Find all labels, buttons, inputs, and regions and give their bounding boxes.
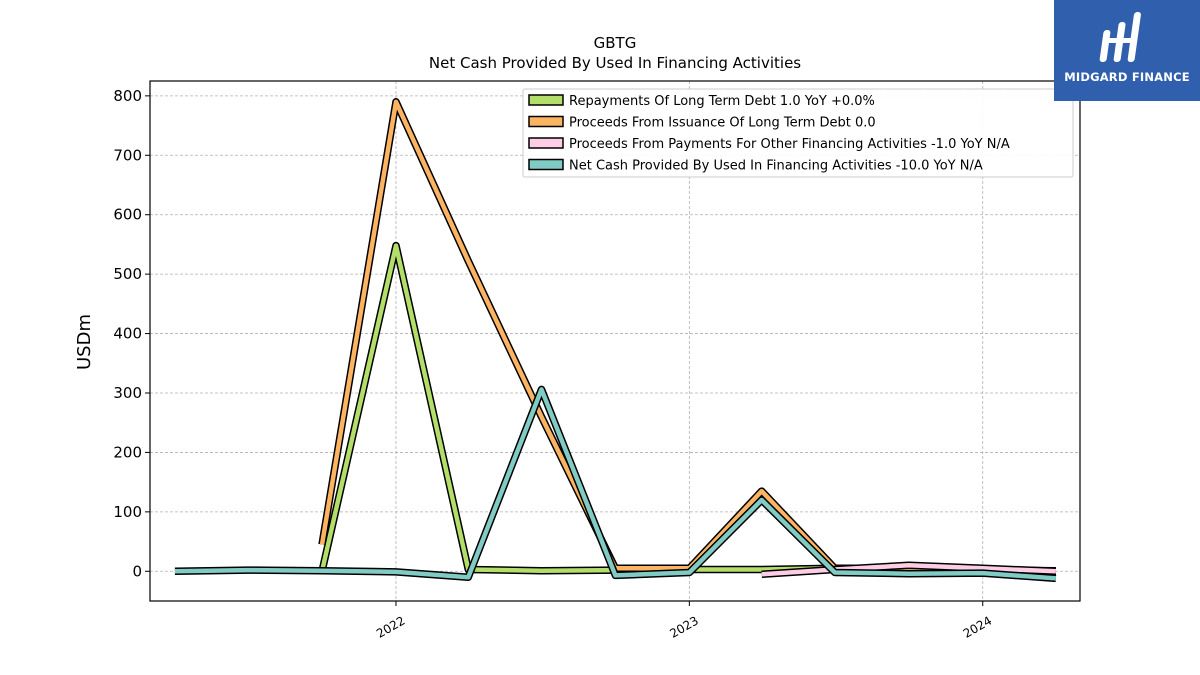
y-tick-label: 700 [113, 146, 142, 164]
chart-subtitle: Net Cash Provided By Used In Financing A… [429, 54, 801, 72]
y-tick-label: 0 [132, 562, 142, 580]
legend-label: Proceeds From Issuance Of Long Term Debt… [569, 116, 876, 131]
legend-label: Repayments Of Long Term Debt 1.0 YoY +0.… [569, 94, 875, 109]
legend-swatch [528, 94, 564, 106]
series-line-outline [174, 385, 1057, 583]
plot-frame [149, 80, 1081, 602]
y-axis: 0 100 200 300 400 500 600 700 800 [113, 87, 150, 580]
legend-swatch [528, 137, 564, 149]
x-axis: 2022 2023 2024 [374, 601, 994, 641]
legend-label: Net Cash Provided By Used In Financing A… [569, 159, 983, 174]
legend-label: Proceeds From Payments For Other Financi… [569, 137, 1010, 152]
brand-mark-icon [1099, 12, 1141, 62]
chart-title: GBTG [594, 34, 637, 52]
legend-swatch [528, 115, 564, 128]
y-tick-label: 500 [113, 265, 142, 283]
y-tick-label: 100 [113, 503, 142, 521]
series-layer [174, 98, 1057, 583]
series-line [319, 243, 1056, 573]
y-tick-label: 200 [113, 443, 142, 461]
series-1 [318, 241, 1056, 575]
legend: Repayments Of Long Term Debt 1.0 YoY +0.… [522, 88, 1074, 178]
y-tick-label: 600 [113, 206, 142, 224]
legend-box [522, 88, 1074, 178]
y-axis-label: USDm [74, 314, 95, 370]
series-3 [761, 561, 1057, 579]
legend-swatch [528, 158, 564, 171]
y-tick-label: 400 [113, 325, 142, 343]
y-tick-label: 300 [113, 384, 142, 402]
x-tick-label: 2022 [374, 613, 407, 640]
brand-logo: MIDGARD FINANCE [1054, 0, 1200, 101]
y-tick-label: 800 [113, 87, 142, 105]
x-tick-label: 2023 [667, 613, 700, 640]
series-4 [174, 385, 1057, 583]
x-tick-label: 2024 [961, 613, 994, 640]
brand-name: MIDGARD FINANCE [1064, 70, 1190, 84]
series-line [761, 563, 1056, 577]
series-line [174, 387, 1057, 581]
